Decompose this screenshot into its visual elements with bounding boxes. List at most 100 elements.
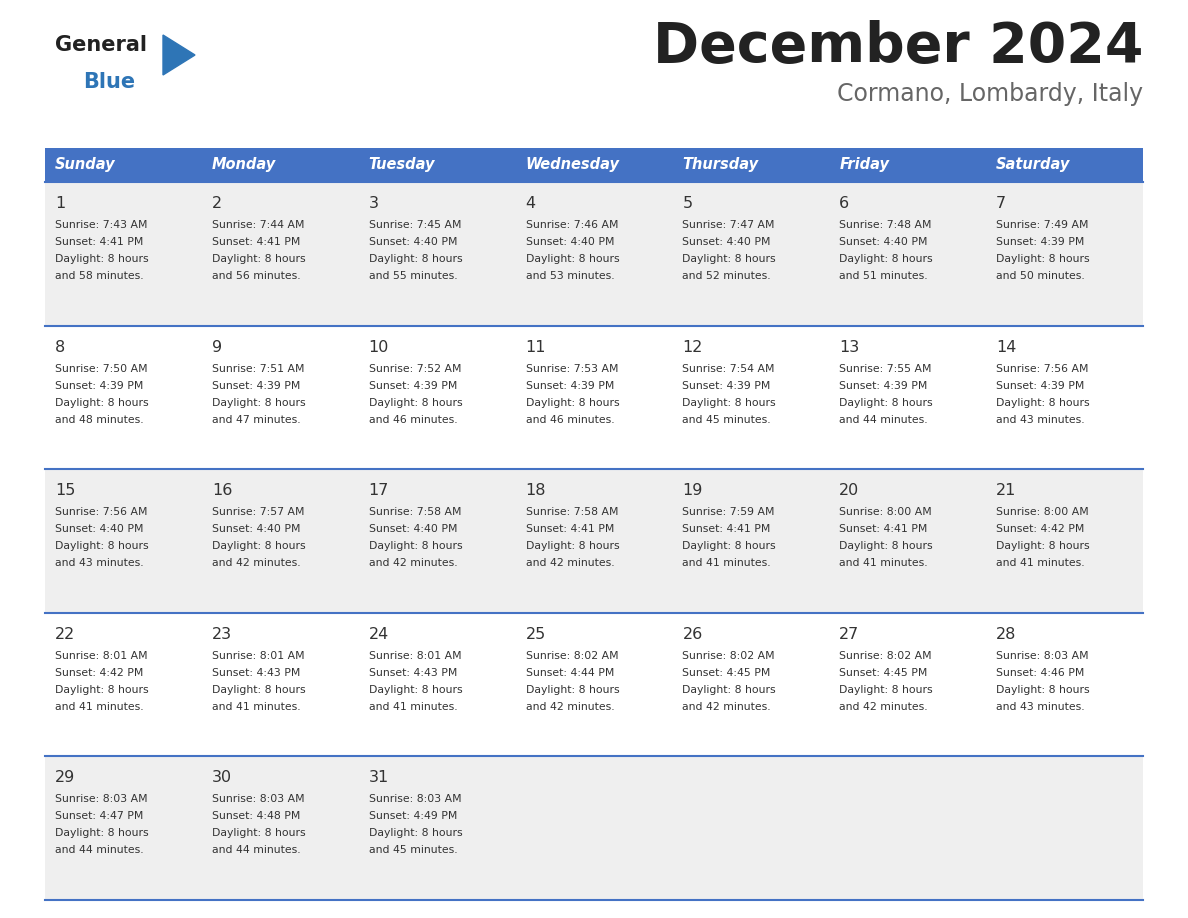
Text: Sunrise: 7:49 AM: Sunrise: 7:49 AM [997,220,1088,230]
Text: Sunrise: 7:46 AM: Sunrise: 7:46 AM [525,220,618,230]
Text: and 45 minutes.: and 45 minutes. [368,845,457,856]
Text: 5: 5 [682,196,693,211]
Text: General: General [55,35,147,55]
Text: Sunrise: 8:02 AM: Sunrise: 8:02 AM [839,651,931,661]
Text: Daylight: 8 hours: Daylight: 8 hours [682,685,776,695]
Bar [45,326,1143,469]
Text: Sunrise: 7:52 AM: Sunrise: 7:52 AM [368,364,461,374]
Bar [202,148,359,182]
Text: Sunset: 4:39 PM: Sunset: 4:39 PM [997,381,1085,390]
Text: 26: 26 [682,627,702,642]
Text: 2: 2 [211,196,222,211]
Text: and 48 minutes.: and 48 minutes. [55,415,144,425]
Text: 18: 18 [525,483,546,498]
Text: Daylight: 8 hours: Daylight: 8 hours [682,542,776,551]
Text: and 43 minutes.: and 43 minutes. [55,558,144,568]
Text: 16: 16 [211,483,232,498]
Text: Tuesday: Tuesday [368,158,435,173]
Text: Daylight: 8 hours: Daylight: 8 hours [997,397,1089,408]
Text: Daylight: 8 hours: Daylight: 8 hours [839,685,933,695]
Text: Sunrise: 7:48 AM: Sunrise: 7:48 AM [839,220,931,230]
Text: Sunset: 4:45 PM: Sunset: 4:45 PM [682,667,771,677]
Text: and 51 minutes.: and 51 minutes. [839,271,928,281]
Text: Sunset: 4:39 PM: Sunset: 4:39 PM [211,381,301,390]
Text: Daylight: 8 hours: Daylight: 8 hours [997,542,1089,551]
Text: 30: 30 [211,770,232,786]
Text: Sunset: 4:41 PM: Sunset: 4:41 PM [211,237,301,247]
Text: and 42 minutes.: and 42 minutes. [525,701,614,711]
Text: 4: 4 [525,196,536,211]
Text: Sunrise: 7:57 AM: Sunrise: 7:57 AM [211,508,304,517]
Text: Monday: Monday [211,158,276,173]
Text: Daylight: 8 hours: Daylight: 8 hours [682,254,776,264]
Text: Sunrise: 7:56 AM: Sunrise: 7:56 AM [997,364,1088,374]
Text: Sunrise: 8:01 AM: Sunrise: 8:01 AM [211,651,304,661]
Text: Sunset: 4:43 PM: Sunset: 4:43 PM [211,667,301,677]
Text: Daylight: 8 hours: Daylight: 8 hours [525,542,619,551]
Text: and 41 minutes.: and 41 minutes. [997,558,1085,568]
Text: Sunset: 4:41 PM: Sunset: 4:41 PM [839,524,928,534]
Text: and 46 minutes.: and 46 minutes. [525,415,614,425]
Text: Sunrise: 8:00 AM: Sunrise: 8:00 AM [997,508,1089,517]
Text: 15: 15 [55,483,75,498]
Text: Sunset: 4:45 PM: Sunset: 4:45 PM [839,667,928,677]
Text: Blue: Blue [83,72,135,92]
Text: 1: 1 [55,196,65,211]
Text: 20: 20 [839,483,860,498]
Text: Saturday: Saturday [997,158,1070,173]
Text: Sunrise: 7:56 AM: Sunrise: 7:56 AM [55,508,147,517]
Text: 7: 7 [997,196,1006,211]
Text: 21: 21 [997,483,1017,498]
Text: Daylight: 8 hours: Daylight: 8 hours [682,397,776,408]
Text: Daylight: 8 hours: Daylight: 8 hours [525,685,619,695]
Text: Sunrise: 7:53 AM: Sunrise: 7:53 AM [525,364,618,374]
Text: and 42 minutes.: and 42 minutes. [682,701,771,711]
Text: 29: 29 [55,770,75,786]
Text: Daylight: 8 hours: Daylight: 8 hours [368,542,462,551]
Text: Sunrise: 7:58 AM: Sunrise: 7:58 AM [525,508,618,517]
Text: 3: 3 [368,196,379,211]
Text: Daylight: 8 hours: Daylight: 8 hours [839,542,933,551]
Text: Daylight: 8 hours: Daylight: 8 hours [211,542,305,551]
Text: and 56 minutes.: and 56 minutes. [211,271,301,281]
Text: 25: 25 [525,627,545,642]
Text: and 52 minutes.: and 52 minutes. [682,271,771,281]
Bar [516,148,672,182]
Text: Sunset: 4:40 PM: Sunset: 4:40 PM [525,237,614,247]
Bar [829,148,986,182]
Text: Sunset: 4:46 PM: Sunset: 4:46 PM [997,667,1085,677]
Text: Sunrise: 8:01 AM: Sunrise: 8:01 AM [368,651,461,661]
Text: Sunset: 4:47 PM: Sunset: 4:47 PM [55,812,144,822]
Text: Sunrise: 7:55 AM: Sunrise: 7:55 AM [839,364,931,374]
Text: and 44 minutes.: and 44 minutes. [211,845,301,856]
Text: Sunset: 4:40 PM: Sunset: 4:40 PM [682,237,771,247]
Text: Thursday: Thursday [682,158,759,173]
Text: and 53 minutes.: and 53 minutes. [525,271,614,281]
Text: and 50 minutes.: and 50 minutes. [997,271,1085,281]
Text: Sunday: Sunday [55,158,115,173]
Text: Daylight: 8 hours: Daylight: 8 hours [55,254,148,264]
Text: and 43 minutes.: and 43 minutes. [997,415,1085,425]
Text: Sunrise: 8:02 AM: Sunrise: 8:02 AM [525,651,618,661]
Text: 13: 13 [839,340,860,354]
Text: Sunset: 4:40 PM: Sunset: 4:40 PM [368,237,457,247]
Bar [45,613,1143,756]
Bar [986,148,1143,182]
Text: and 58 minutes.: and 58 minutes. [55,271,144,281]
Text: Sunset: 4:41 PM: Sunset: 4:41 PM [682,524,771,534]
Text: Sunset: 4:40 PM: Sunset: 4:40 PM [211,524,301,534]
Text: 19: 19 [682,483,703,498]
Text: Daylight: 8 hours: Daylight: 8 hours [368,685,462,695]
Text: 27: 27 [839,627,860,642]
Text: Sunset: 4:39 PM: Sunset: 4:39 PM [525,381,614,390]
Text: 6: 6 [839,196,849,211]
Text: Daylight: 8 hours: Daylight: 8 hours [55,542,148,551]
Text: Sunset: 4:39 PM: Sunset: 4:39 PM [839,381,928,390]
Text: Sunset: 4:40 PM: Sunset: 4:40 PM [55,524,144,534]
Text: 17: 17 [368,483,390,498]
Text: and 42 minutes.: and 42 minutes. [525,558,614,568]
Text: Sunset: 4:40 PM: Sunset: 4:40 PM [839,237,928,247]
Text: Sunset: 4:42 PM: Sunset: 4:42 PM [55,667,144,677]
Text: Sunrise: 7:59 AM: Sunrise: 7:59 AM [682,508,775,517]
Text: Sunrise: 7:45 AM: Sunrise: 7:45 AM [368,220,461,230]
